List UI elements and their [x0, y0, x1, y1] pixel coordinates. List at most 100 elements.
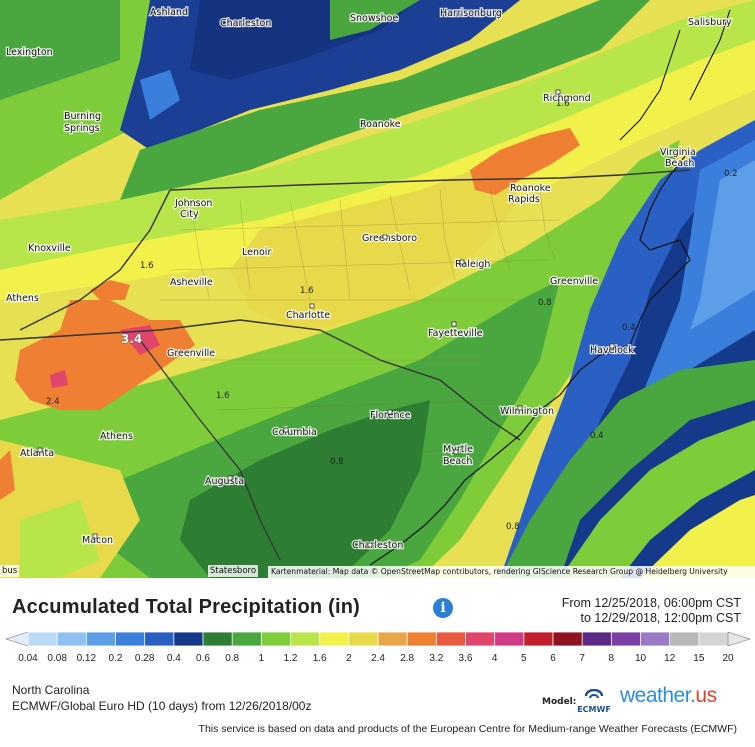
legend-swatch — [56, 631, 88, 647]
place-label-athens: Athens — [100, 431, 133, 442]
service-notice: This service is based on data and produc… — [198, 723, 737, 735]
region-name: North Carolina — [12, 683, 90, 697]
legend-tick-label: 10 — [635, 653, 647, 664]
legend-swatch — [523, 631, 554, 647]
legend-tick-label: 0.6 — [196, 653, 210, 664]
legend-tick-label: 0.12 — [77, 653, 97, 664]
state-border-tn-nc — [19, 189, 171, 331]
date-to: to 12/29/2018, 12:00pm CST — [580, 611, 741, 625]
date-range: From 12/25/2018, 06:00pm CST to 12/29/20… — [562, 596, 741, 626]
city-marker — [459, 259, 465, 265]
ecmwf-text: ECMWF — [577, 705, 611, 714]
legend-tick-label: 12 — [664, 653, 676, 664]
legend-tick-label: 5 — [521, 653, 527, 664]
contour-label: 2.4 — [46, 397, 60, 407]
contour-label: 0.4 — [590, 431, 604, 441]
precip-field-darkgreen-south — [180, 400, 430, 578]
legend-tick-label: 20 — [722, 653, 734, 664]
city-marker — [387, 409, 393, 415]
legend-tick-label: 4 — [492, 653, 498, 664]
contour-label: 0.8 — [506, 522, 520, 532]
legend-tick-label: 0.04 — [18, 653, 38, 664]
place-label-beach: Beach — [665, 158, 694, 169]
place-label-roanoke: Roanoke — [510, 183, 551, 194]
legend-tick-label: 2.4 — [371, 653, 385, 664]
legend-swatch — [319, 631, 350, 647]
legend-swatch — [348, 631, 379, 647]
place-label-statesboro: Statesboro — [208, 565, 259, 577]
legend-swatch — [85, 631, 117, 647]
legend-tick-label: 0.08 — [47, 653, 67, 664]
weather-us-logo[interactable]: weather.us — [620, 684, 717, 708]
legend-tick-label: 3.2 — [429, 653, 443, 664]
place-label-snowshoe: Snowshoe — [350, 13, 398, 24]
city-marker — [382, 234, 388, 240]
place-label-virginia: Virginia — [660, 147, 696, 158]
brand-main: weather. — [620, 684, 696, 707]
place-label-charlotte: Charlotte — [286, 310, 330, 321]
place-label-harrisonburg: Harrisonburg — [440, 8, 502, 19]
place-label-ashland: Ashland — [150, 7, 188, 18]
contour-label: 1.6 — [300, 286, 314, 296]
city-marker — [92, 533, 98, 539]
place-label-wilmington: Wilmington — [500, 406, 554, 417]
place-label-charleston: Charleston — [352, 540, 403, 551]
legend-swatch — [435, 631, 467, 647]
place-label-atlanta: Atlanta — [20, 448, 54, 459]
legend-tick-label: 8 — [609, 653, 615, 664]
precipitation-map[interactable]: Ashland Charleston Snowshoe Harrisonburg Sal… — [0, 0, 755, 578]
legend-tick-label: 2 — [346, 653, 352, 664]
legend-swatch — [640, 631, 671, 647]
legend-swatch — [231, 631, 263, 647]
place-label-greenville: Greenville — [167, 348, 215, 359]
legend-tick-label: 7 — [579, 653, 585, 664]
color-legend: 0.04 0.08 0.12 0.2 0.28 0.4 0.6 0.8 1 1.2 1.6 2 2.4 2… — [0, 628, 755, 682]
model-run: ECMWF/Global Euro HD (10 days) from 12/2… — [12, 699, 312, 713]
contour-label: 0.8 — [538, 298, 552, 308]
legend-tick-label: 1.6 — [313, 653, 327, 664]
legend-tick-label: 0.2 — [109, 653, 123, 664]
place-label-augusta: Augusta — [205, 476, 244, 487]
legend-swatch — [581, 631, 613, 647]
city-marker — [555, 89, 561, 95]
legend-arrow-low — [5, 631, 29, 647]
city-marker — [609, 343, 615, 349]
place-label-macon: Macon — [82, 535, 113, 546]
place-label-roanoke: Roanoke — [360, 119, 401, 130]
city-marker — [309, 303, 315, 309]
legend-swatch — [173, 631, 204, 647]
legend-tick-label: 0.28 — [135, 653, 155, 664]
legend-tick-label: 1 — [259, 653, 265, 664]
info-icon[interactable]: i — [433, 598, 453, 618]
contour-label: 0.4 — [622, 323, 636, 333]
legend-swatch — [669, 631, 700, 647]
contour-label: 1.6 — [216, 391, 230, 401]
precip-field-green-band — [120, 0, 650, 200]
city-marker — [367, 542, 373, 548]
precip-field-lightgreen-band — [0, 0, 755, 270]
legend-swatch — [494, 631, 525, 647]
city-marker — [37, 447, 43, 453]
color-legend-scale: 0.04 0.08 0.12 0.2 0.28 0.4 0.6 0.8 1 1.2 1.6 2 2.4 2… — [5, 631, 751, 664]
place-label-asheville: Asheville — [170, 277, 213, 288]
precip-field-tan — [230, 160, 520, 330]
legend-swatch — [465, 631, 496, 647]
ecmwf-icon — [584, 688, 604, 699]
legend-swatch — [406, 631, 438, 647]
place-label-rapids: Rapids — [508, 194, 540, 205]
city-marker — [453, 449, 459, 455]
place-label-beach: Beach — [443, 456, 472, 467]
legend-swatch — [290, 631, 321, 647]
legend-tick-label: 1.2 — [284, 653, 298, 664]
city-marker — [227, 475, 233, 481]
place-label-myrtle: Myrtle — [443, 444, 473, 455]
place-label-richmond: Richmond — [543, 93, 591, 104]
contour-label: 0.2 — [724, 169, 738, 179]
contour-label: 1.6 — [140, 261, 154, 271]
legend-swatch — [144, 631, 175, 647]
legend-tick-label: 2.8 — [400, 653, 414, 664]
brand-us: us — [695, 684, 717, 707]
edge-label: bus — [0, 565, 20, 577]
city-marker — [451, 321, 457, 327]
place-label-charleston: Charleston — [220, 18, 271, 29]
